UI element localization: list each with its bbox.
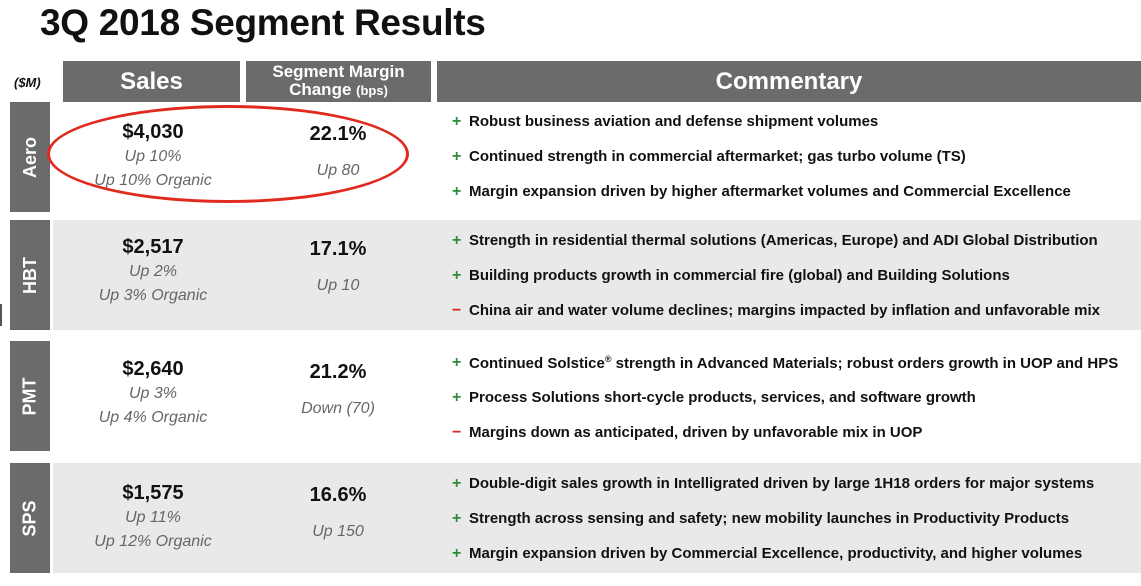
sales-growth: Up 11% [125, 509, 181, 526]
commentary-bullet: − Margins down as anticipated, driven by … [452, 415, 1141, 450]
margin-value: 21.2% [309, 361, 367, 383]
minus-sign: − [452, 423, 462, 441]
commentary-bullet: + Margin expansion driven by Commercial E… [452, 536, 1141, 571]
commentary-bullet: + Building products growth in commercial … [452, 258, 1141, 293]
commentary-bullet: + Continued Solstice® strength in Advance… [452, 345, 1141, 380]
header-margin-change: Change [289, 80, 352, 99]
bullet-text: Continued strength in commercial afterma… [469, 148, 966, 165]
plus-sign: + [452, 544, 462, 562]
bullet-text-part: Continued Solstice [469, 354, 605, 372]
segment-row-hbt [53, 220, 1141, 330]
page-title: 3Q 2018 Segment Results [40, 2, 486, 43]
header-margin-line2: Change (bps) [289, 81, 388, 100]
segment-name: HBT [19, 256, 40, 294]
edge-marker [0, 304, 2, 326]
bullet-text: Robust business aviation and defense shi… [469, 113, 879, 130]
segment-tab-hbt: HBT [10, 220, 50, 330]
bullet-text: Margins down as anticipated, driven by u… [469, 424, 923, 441]
bullet-text: Continued Solstice® strength in Advanced… [469, 354, 1118, 372]
commentary-bullet: − China air and water volume declines; ma… [452, 293, 1141, 328]
margin-change: Up 150 [312, 523, 364, 540]
sales-cell-pmt: $2,640 Up 3% Up 4% Organic [63, 356, 243, 430]
sales-cell-sps: $1,575 Up 11% Up 12% Organic [63, 480, 243, 554]
bullet-text: Double-digit sales growth in Intelligrat… [469, 475, 1095, 492]
commentary-bullet: + Double-digit sales growth in Intelligra… [452, 466, 1141, 501]
header-segment-margin: Segment Margin Change (bps) [246, 61, 431, 102]
segment-tab-pmt: PMT [10, 341, 50, 451]
segment-name: Aero [19, 136, 40, 178]
segment-tab-aero: Aero [10, 102, 50, 212]
plus-sign: + [452, 112, 462, 130]
bullet-text: Strength across sensing and safety; new … [469, 510, 1070, 527]
bullet-text: Building products growth in commercial f… [469, 267, 1010, 284]
bullet-text: Process Solutions short-cycle products, … [469, 389, 976, 406]
header-margin-unit: (bps) [356, 83, 388, 98]
highlight-ellipse [47, 105, 409, 203]
organic-growth: Up 3% Organic [98, 287, 208, 304]
bullet-text: Margin expansion driven by Commercial Ex… [469, 545, 1083, 562]
commentary-bullet: + Process Solutions short-cycle products,… [452, 380, 1141, 415]
margin-cell-hbt: 17.1% Up 10 [258, 236, 418, 298]
commentary-bullet: + Robust business aviation and defense sh… [452, 104, 1141, 139]
segment-row-sps [53, 463, 1141, 573]
bullet-text: China air and water volume declines; mar… [469, 302, 1100, 319]
units-label: ($M) [14, 75, 41, 90]
commentary-bullet: + Strength in residential thermal solutio… [452, 223, 1141, 258]
registered-mark: ® [604, 353, 612, 364]
bullet-text-part: strength in Advanced Materials; robust o… [611, 354, 1119, 372]
minus-sign: − [452, 301, 462, 319]
margin-cell-pmt: 21.2% Down (70) [258, 359, 418, 421]
sales-value: $2,640 [122, 358, 184, 380]
commentary-pmt: + Continued Solstice® strength in Advance… [452, 345, 1141, 450]
segment-name: SPS [19, 499, 40, 537]
margin-value: 17.1% [309, 238, 367, 260]
commentary-hbt: + Strength in residential thermal solutio… [452, 223, 1141, 328]
commentary-sps: + Double-digit sales growth in Intelligra… [452, 466, 1141, 571]
header-sales: Sales [63, 61, 240, 102]
segment-name: PMT [19, 377, 40, 415]
commentary-aero: + Robust business aviation and defense sh… [452, 104, 1141, 209]
margin-cell-sps: 16.6% Up 150 [258, 482, 418, 544]
commentary-bullet: + Continued strength in commercial afterm… [452, 139, 1141, 174]
plus-sign: + [452, 388, 462, 406]
margin-change: Down (70) [301, 400, 375, 417]
plus-sign: + [452, 474, 462, 492]
plus-sign: + [452, 147, 462, 165]
bullet-text: Strength in residential thermal solution… [469, 232, 1098, 249]
organic-growth: Up 12% Organic [94, 533, 212, 550]
header-margin-line1: Segment Margin [272, 62, 405, 81]
sales-value: $1,575 [122, 482, 184, 504]
plus-sign: + [452, 509, 462, 527]
segment-tab-sps: SPS [10, 463, 50, 573]
sales-value: $2,517 [122, 236, 184, 258]
bullet-text: Margin expansion driven by higher afterm… [469, 183, 1071, 200]
commentary-bullet: + Strength across sensing and safety; new… [452, 501, 1141, 536]
plus-sign: + [452, 231, 462, 249]
sales-growth: Up 2% [128, 263, 178, 280]
plus-sign: + [452, 266, 462, 284]
organic-growth: Up 4% Organic [98, 409, 208, 426]
margin-value: 16.6% [309, 484, 367, 506]
sales-cell-hbt: $2,517 Up 2% Up 3% Organic [63, 234, 243, 308]
plus-sign: + [452, 182, 462, 200]
margin-change: Up 10 [316, 277, 360, 294]
header-commentary: Commentary [437, 61, 1141, 102]
commentary-bullet: + Margin expansion driven by higher after… [452, 174, 1141, 209]
sales-growth: Up 3% [128, 385, 178, 402]
plus-sign: + [452, 353, 462, 371]
